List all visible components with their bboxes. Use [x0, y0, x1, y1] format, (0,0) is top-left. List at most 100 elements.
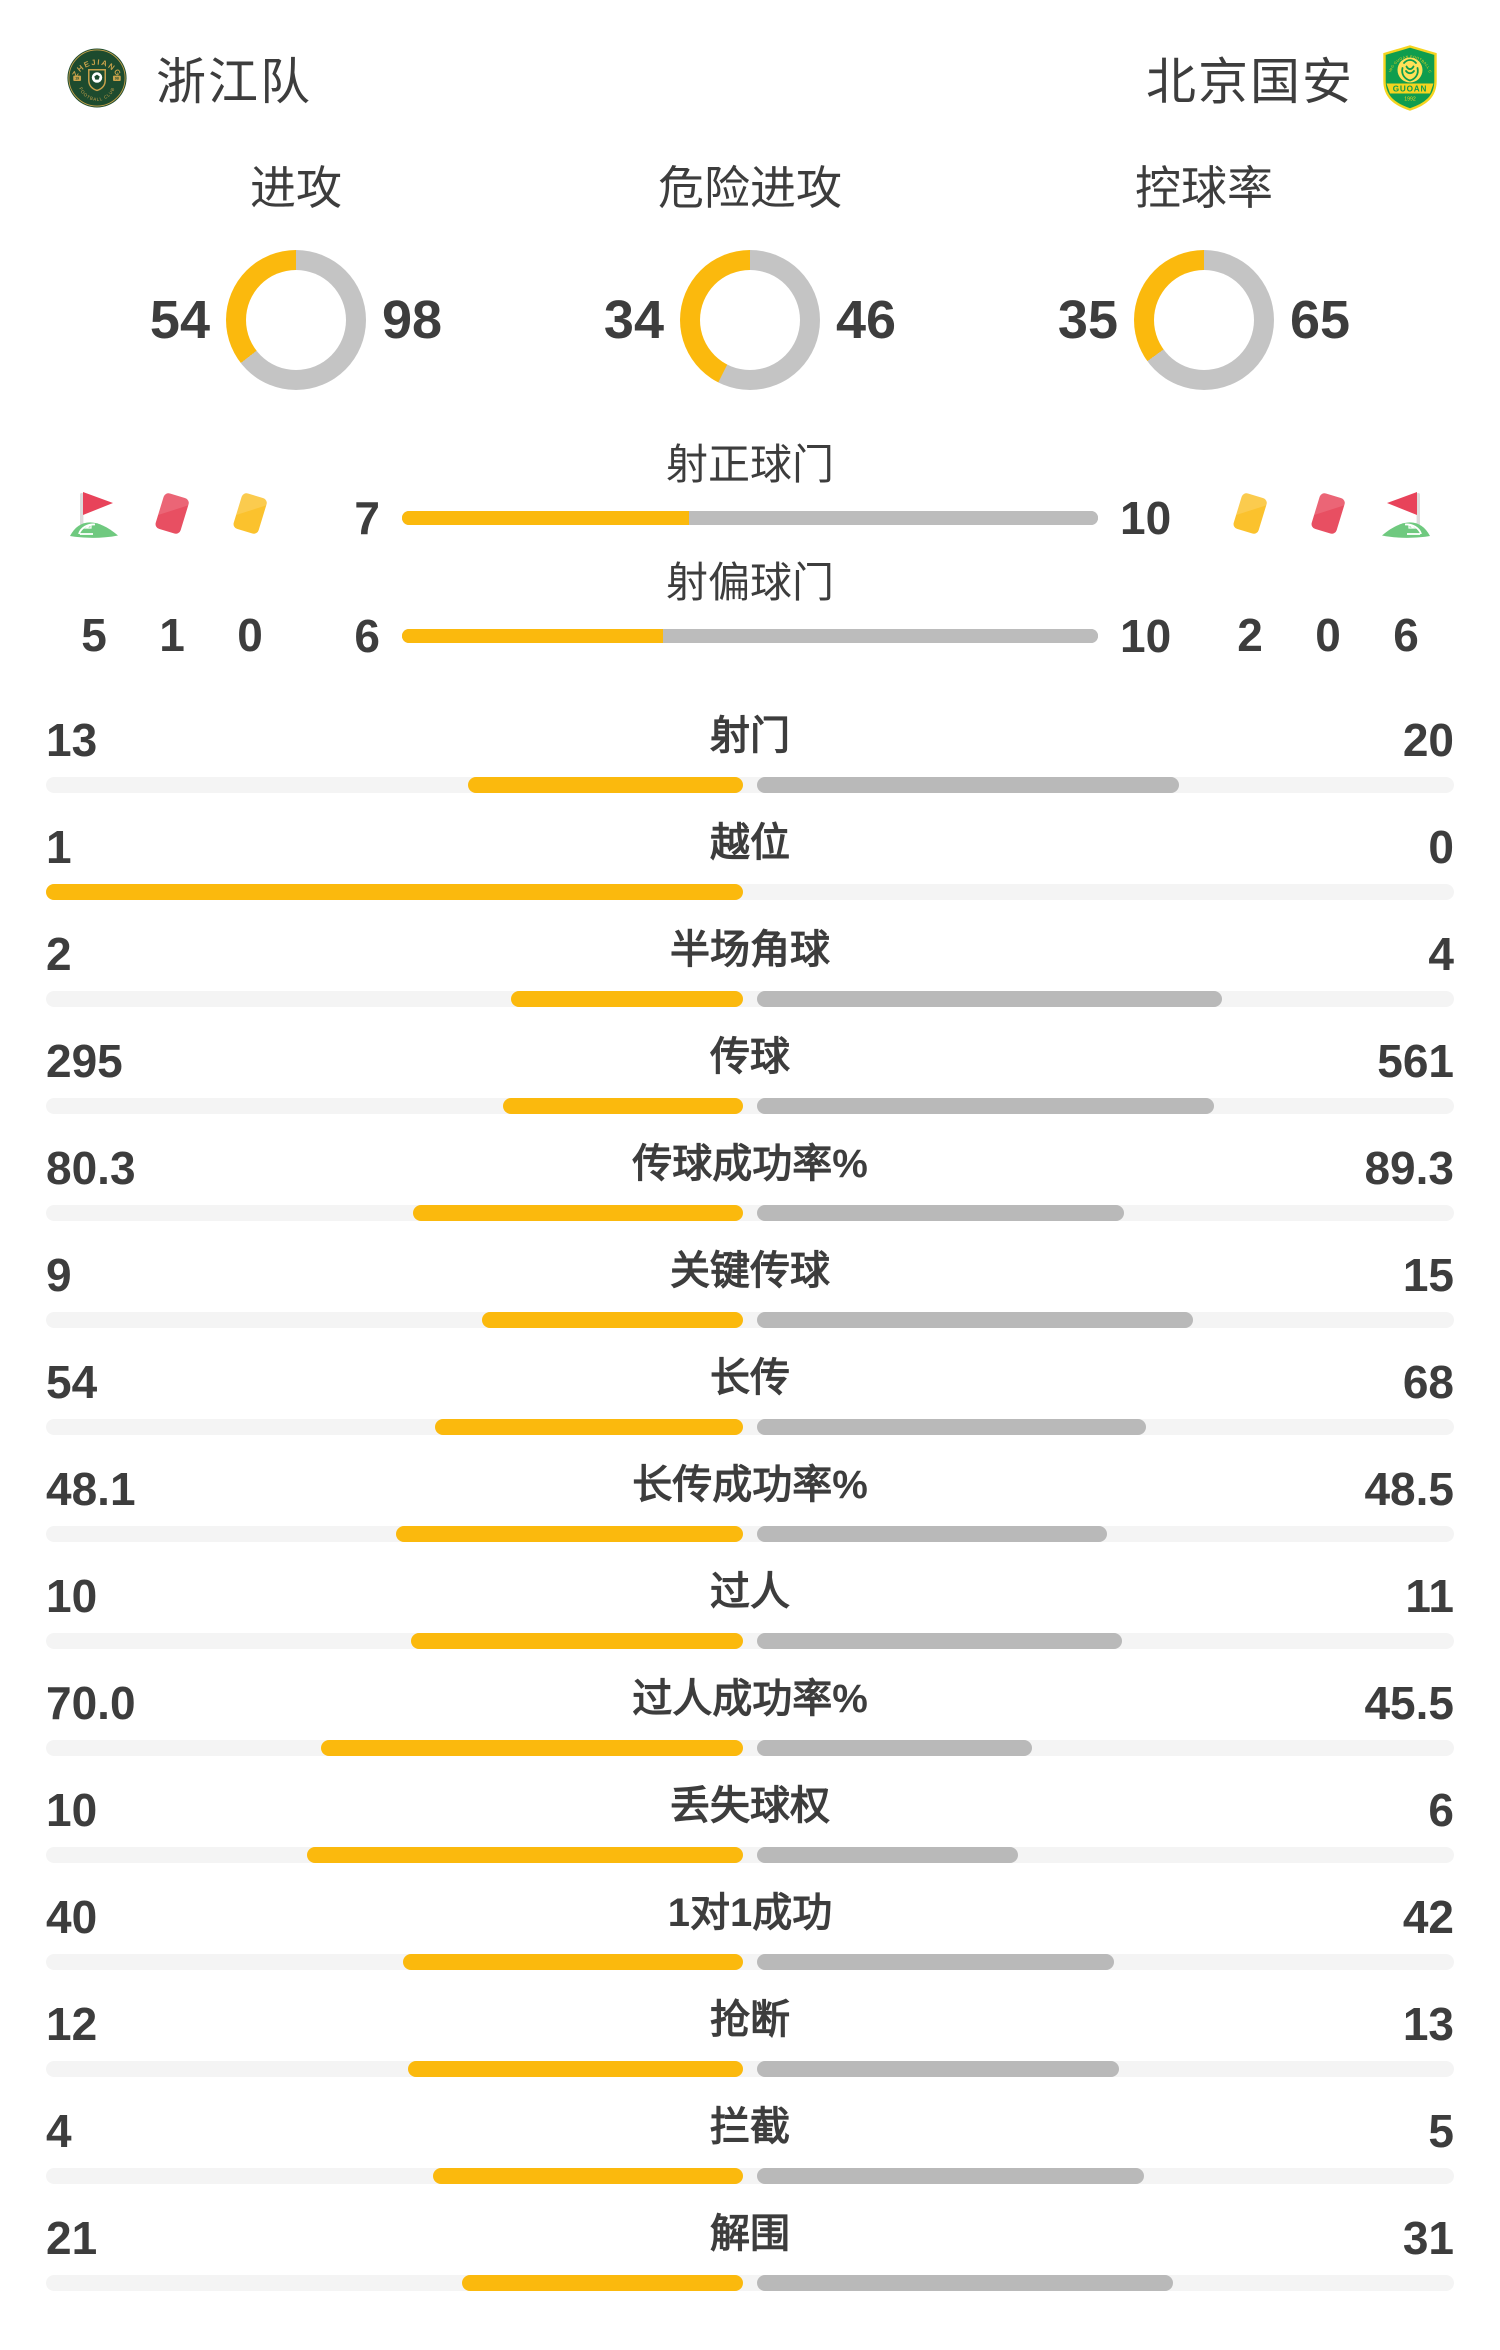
- shots-off-target-title: 射偏球门: [665, 559, 834, 606]
- stat-bar-home-fill: [433, 2168, 743, 2184]
- stat-label: 拦截: [710, 2105, 790, 2149]
- stat-row-values: 295 传球 561: [46, 1027, 1454, 1085]
- stat-bar-home-fill: [510, 991, 743, 1007]
- home-red-cards-count: 1: [159, 609, 185, 661]
- stat-row-values: 2 半场角球 4: [46, 920, 1454, 978]
- svg-text:19: 19: [75, 77, 79, 81]
- shots-off-target-bar: [402, 629, 1098, 643]
- stat-away-value: 6: [1428, 1783, 1454, 1836]
- stat-home-value: 70.0: [46, 1676, 136, 1729]
- shots-on-target-row: 7 10: [325, 490, 1175, 546]
- stat-home-value: 12: [46, 1997, 98, 2050]
- zhejiang-team-logo-icon: ZHEJIANG FOOTBALL CLUB 19 98: [67, 48, 127, 108]
- stat-row: 10 过人 11: [46, 1562, 1454, 1669]
- donut-chart: 进攻 54 98: [130, 152, 462, 390]
- stat-label: 长传成功率%: [632, 1463, 868, 1507]
- shots-section: 5 1 0 射正球门 7 10 射偏球门 6 10 2 0 6: [0, 440, 1500, 692]
- red-card-icon: [1301, 488, 1355, 542]
- shots-on-target-bar: [402, 511, 1098, 525]
- stat-row: 4 拦截 5: [46, 2097, 1454, 2204]
- svg-text:98: 98: [115, 77, 119, 81]
- stat-away-value: 5: [1428, 2104, 1454, 2157]
- shots-off-target-away: 10: [1120, 610, 1172, 662]
- stat-bar-home-fill: [461, 2275, 743, 2291]
- stat-away-value: 48.5: [1364, 1462, 1454, 1515]
- donut-away-value: 46: [836, 290, 897, 350]
- stat-row: 1 越位 0: [46, 813, 1454, 920]
- shots-on-target-home: 7: [354, 492, 380, 544]
- bar-away-fill: [688, 511, 1098, 525]
- stat-row: 13 射门 20: [46, 706, 1454, 813]
- stat-row: 2 半场角球 4: [46, 920, 1454, 1027]
- stat-label: 丢失球权: [670, 1784, 830, 1828]
- stat-bar-home-fill: [403, 1954, 743, 1970]
- stat-away-value: 13: [1402, 1997, 1454, 2050]
- stat-home-value: 10: [46, 1783, 98, 1836]
- svg-text:1992: 1992: [1404, 97, 1416, 103]
- donut-hole: [246, 270, 346, 370]
- away-team-name: 北京国安: [1146, 54, 1354, 110]
- donut-home-value: 34: [603, 290, 664, 350]
- stat-bar: [46, 884, 1454, 900]
- stat-row: 295 传球 561: [46, 1027, 1454, 1134]
- stat-row-values: 21 解围 31: [46, 2204, 1454, 2262]
- shots-off-target-row: 6 10: [325, 608, 1175, 664]
- stat-row: 48.1 长传成功率% 48.5: [46, 1455, 1454, 1562]
- home-team: ZHEJIANG FOOTBALL CLUB 19 98 浙江队: [66, 42, 312, 114]
- stat-bar-away-fill: [757, 1847, 1019, 1863]
- stat-bar-home-fill: [468, 777, 743, 793]
- stat-row: 9 关键传球 15: [46, 1241, 1454, 1348]
- donut-title: 进攻: [250, 162, 342, 214]
- stat-row-values: 54 长传 68: [46, 1348, 1454, 1406]
- bar-home-fill: [402, 629, 663, 643]
- stat-home-value: 9: [46, 1248, 72, 1301]
- stat-bar-away-fill: [757, 1419, 1146, 1435]
- bar-home-fill: [402, 511, 689, 525]
- home-corners-count: 5: [81, 609, 107, 661]
- stat-bar: [46, 1312, 1454, 1328]
- donut-chart: 危险进攻 34 46: [584, 152, 916, 390]
- stat-bar-home-fill: [46, 884, 743, 900]
- yellow-card-icon: [223, 488, 277, 542]
- stat-bar-away-fill: [757, 2168, 1145, 2184]
- shots-off-target-home: 6: [354, 610, 380, 662]
- stat-row-values: 10 过人 11: [46, 1562, 1454, 1620]
- stats-list: 13 射门 20 1 越位 0 2 半场角球 4: [0, 706, 1500, 2311]
- stat-label: 关键传球: [670, 1249, 830, 1293]
- stat-bar: [46, 2275, 1454, 2291]
- stat-bar: [46, 1633, 1454, 1649]
- stat-away-value: 20: [1402, 713, 1454, 766]
- stat-bar-away-fill: [757, 1205, 1124, 1221]
- stat-bar: [46, 991, 1454, 1007]
- stat-row: 80.3 传球成功率% 89.3: [46, 1134, 1454, 1241]
- stat-home-value: 295: [46, 1034, 123, 1087]
- donut-chart: 控球率 35 65: [1038, 152, 1370, 390]
- stat-row-values: 9 关键传球 15: [46, 1241, 1454, 1299]
- home-yellow-cards-count: 0: [237, 609, 263, 661]
- stat-bar-away-fill: [757, 1740, 1032, 1756]
- stat-away-value: 89.3: [1364, 1141, 1454, 1194]
- stat-bar-away-fill: [757, 991, 1222, 1007]
- stat-row-values: 40 1对1成功 42: [46, 1883, 1454, 1941]
- stat-away-value: 45.5: [1364, 1676, 1454, 1729]
- stat-label: 半场角球: [670, 928, 830, 972]
- stat-row-values: 1 越位 0: [46, 813, 1454, 871]
- stat-row-values: 4 拦截 5: [46, 2097, 1454, 2155]
- stat-label: 射门: [710, 714, 790, 758]
- stat-row-values: 80.3 传球成功率% 89.3: [46, 1134, 1454, 1192]
- stat-row: 54 长传 68: [46, 1348, 1454, 1455]
- stat-bar-home-fill: [434, 1419, 743, 1435]
- svg-text:GUOAN: GUOAN: [1393, 84, 1427, 93]
- stat-bar-away-fill: [757, 1098, 1214, 1114]
- stat-away-value: 4: [1428, 927, 1454, 980]
- stat-away-value: 0: [1428, 820, 1454, 873]
- donut-hole: [1154, 270, 1254, 370]
- stat-bar: [46, 1740, 1454, 1756]
- stat-away-value: 11: [1405, 1569, 1454, 1622]
- match-header: ZHEJIANG FOOTBALL CLUB 19 98 浙江队 北京国安 BE…: [0, 0, 1500, 114]
- shot-bars: 射正球门 7 10 射偏球门 6 10: [325, 440, 1175, 664]
- stat-bar-home-fill: [395, 1526, 743, 1542]
- donut-home-value: 54: [149, 290, 210, 350]
- donut-charts-section: 进攻 54 98 危险进攻 34 46 控球率 35 65: [0, 152, 1500, 390]
- stat-bar: [46, 1954, 1454, 1970]
